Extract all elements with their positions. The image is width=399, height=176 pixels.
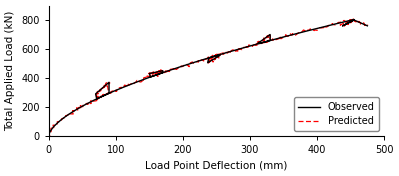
Y-axis label: Total Applied Load (kN): Total Applied Load (kN) (6, 11, 16, 131)
Legend: Observed, Predicted: Observed, Predicted (294, 97, 379, 131)
X-axis label: Load Point Deflection (mm): Load Point Deflection (mm) (145, 161, 288, 170)
